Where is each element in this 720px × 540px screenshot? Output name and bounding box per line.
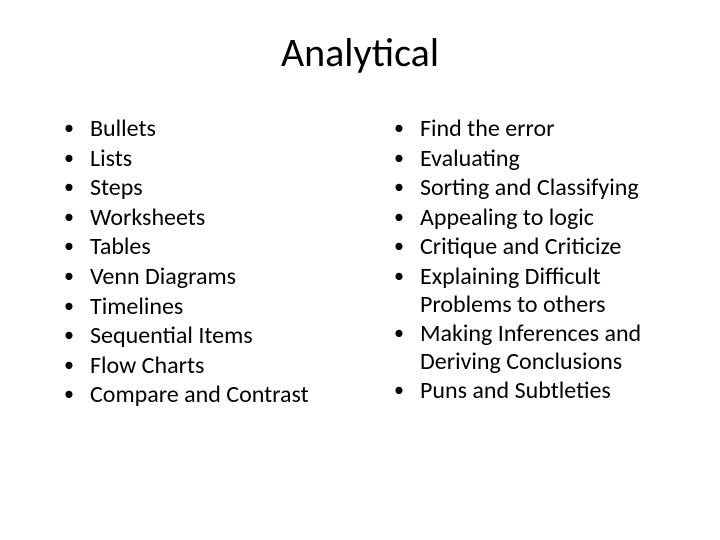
list-item: Evaluating bbox=[380, 145, 670, 173]
page-title: Analytical bbox=[50, 28, 670, 77]
content-columns: Bullets Lists Steps Worksheets Tables Ve… bbox=[50, 115, 670, 411]
list-item: Lists bbox=[50, 145, 340, 173]
list-item: Sequential Items bbox=[50, 322, 340, 350]
list-item: Sorting and Classifying bbox=[380, 174, 670, 202]
right-list: Find the error Evaluating Sorting and Cl… bbox=[380, 115, 670, 405]
list-item: Flow Charts bbox=[50, 352, 340, 380]
left-list: Bullets Lists Steps Worksheets Tables Ve… bbox=[50, 115, 340, 409]
list-item: Find the error bbox=[380, 115, 670, 143]
list-item: Timelines bbox=[50, 293, 340, 321]
list-item: Steps bbox=[50, 174, 340, 202]
list-item: Venn Diagrams bbox=[50, 263, 340, 291]
list-item: Explaining Difficult Problems to others bbox=[380, 263, 670, 318]
list-item: Critique and Criticize bbox=[380, 233, 670, 261]
list-item: Making Inferences and Deriving Conclusio… bbox=[380, 320, 670, 375]
list-item: Puns and Subtleties bbox=[380, 377, 670, 405]
list-item: Tables bbox=[50, 233, 340, 261]
list-item: Worksheets bbox=[50, 204, 340, 232]
right-column: Find the error Evaluating Sorting and Cl… bbox=[380, 115, 670, 411]
list-item: Bullets bbox=[50, 115, 340, 143]
list-item: Compare and Contrast bbox=[50, 381, 340, 409]
list-item: Appealing to logic bbox=[380, 204, 670, 232]
left-column: Bullets Lists Steps Worksheets Tables Ve… bbox=[50, 115, 340, 411]
